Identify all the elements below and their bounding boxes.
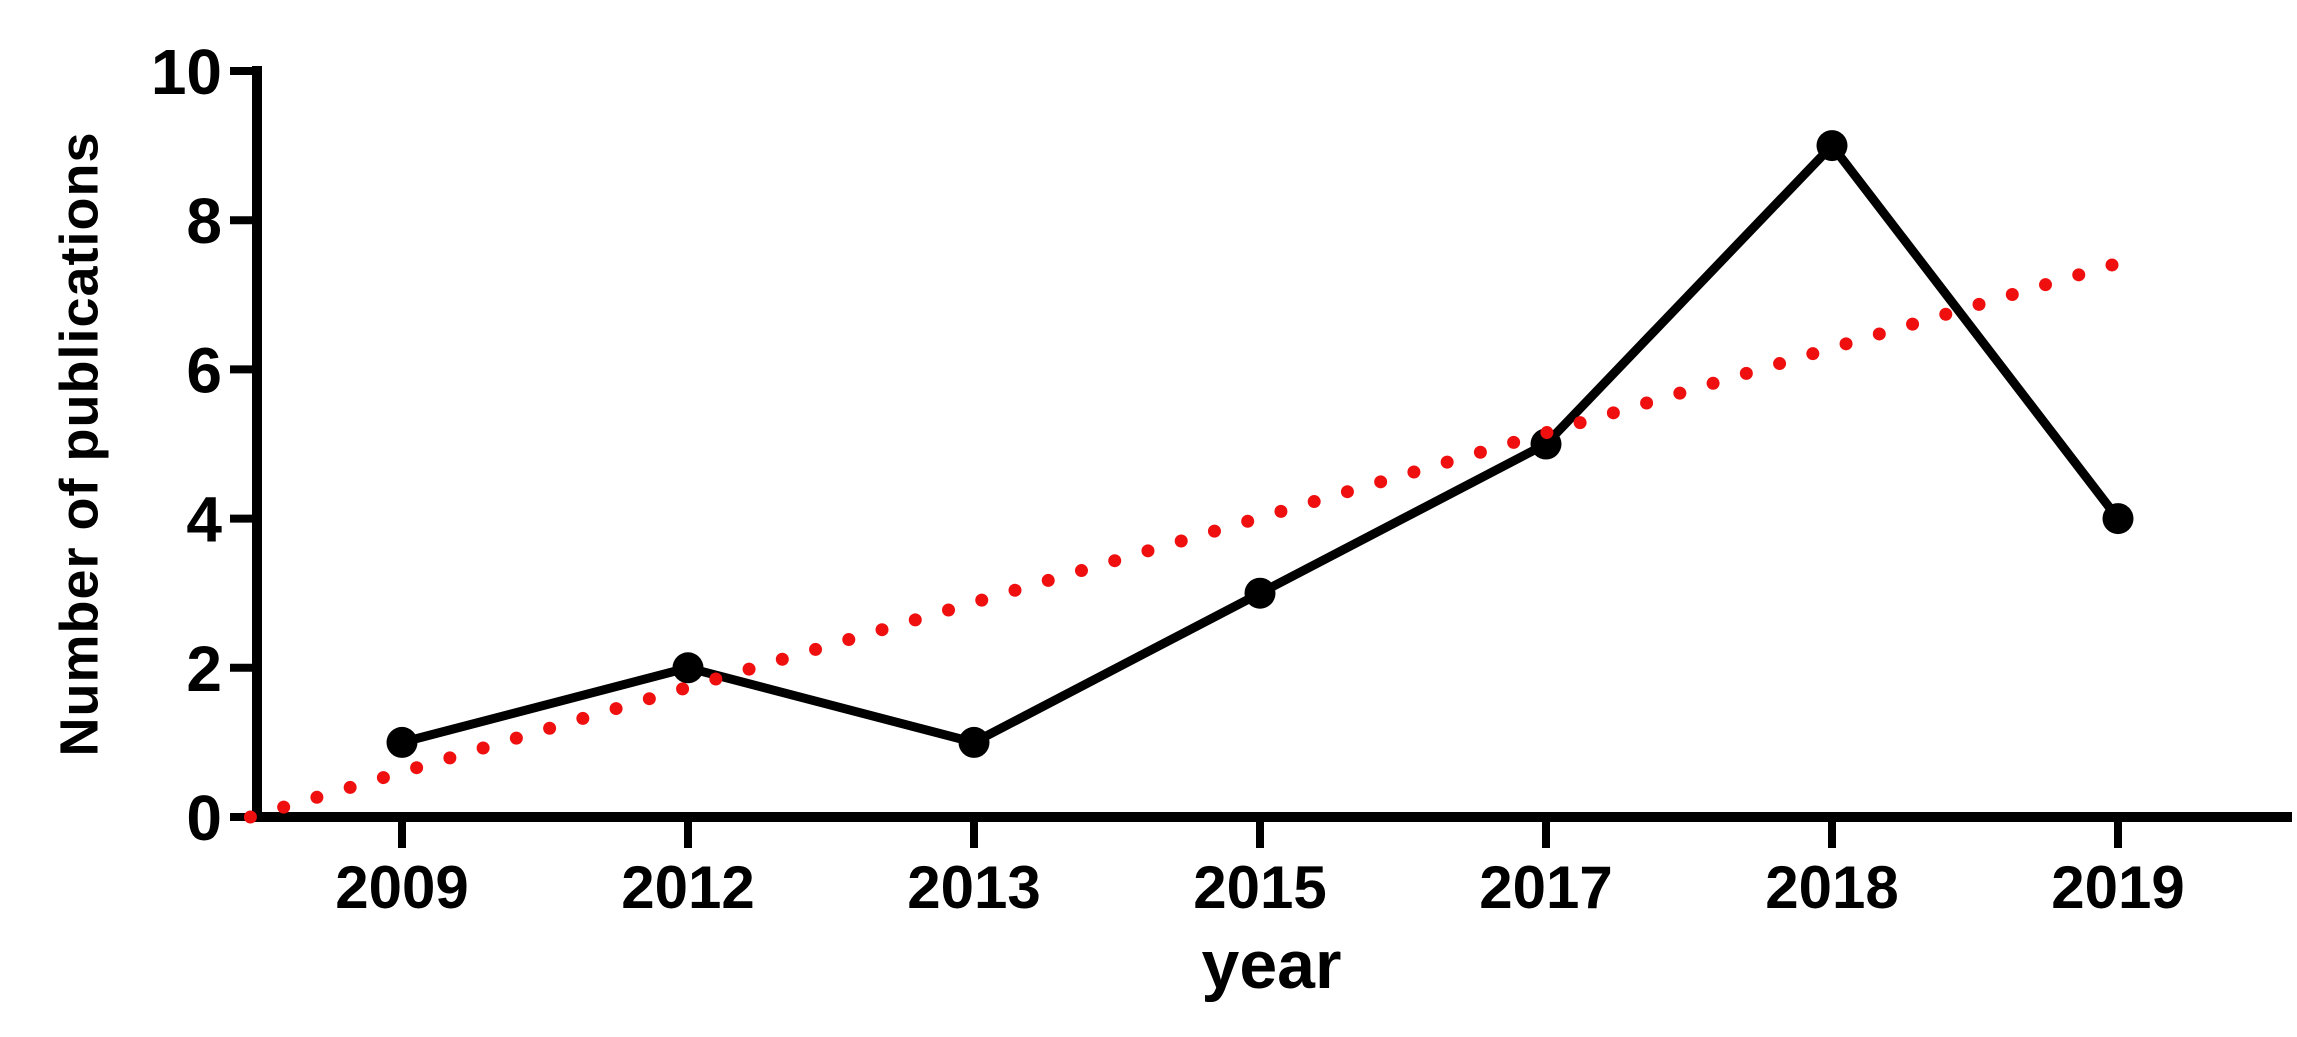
trend-dot xyxy=(842,633,856,647)
trend-dot xyxy=(277,800,291,814)
trend-dot xyxy=(1906,317,1920,331)
trend-dot xyxy=(2039,278,2053,292)
trend-dot xyxy=(1074,564,1088,578)
x-tick-label: 2013 xyxy=(907,854,1040,921)
trend-dot xyxy=(809,642,823,656)
trend-dot xyxy=(343,780,357,794)
trend-dot xyxy=(1540,426,1554,440)
trend-dot xyxy=(609,702,623,716)
trend-dot xyxy=(1041,573,1055,587)
trend-dot xyxy=(742,662,756,676)
trend-dot xyxy=(1939,307,1953,321)
y-tick-label: 6 xyxy=(186,334,222,406)
trend-dot xyxy=(543,721,557,735)
trend-dot xyxy=(1872,327,1886,341)
trend-dot xyxy=(1241,514,1255,528)
x-axis-title: year xyxy=(1202,927,1342,1003)
data-point-marker xyxy=(1244,577,1276,609)
trend-dot xyxy=(1473,445,1487,459)
trend-dot xyxy=(576,711,590,725)
x-tick-label: 2019 xyxy=(2051,854,2184,921)
trend-dot xyxy=(1407,465,1421,479)
trend-dot xyxy=(709,672,723,686)
data-point-marker xyxy=(386,726,418,758)
data-series-line xyxy=(397,141,2123,747)
trend-dot xyxy=(1374,475,1388,489)
y-tick-label: 2 xyxy=(186,633,222,705)
data-point-marker xyxy=(672,652,704,684)
trend-dot xyxy=(676,682,690,696)
trend-line xyxy=(243,258,2119,824)
trend-dot xyxy=(975,593,989,607)
data-point-marker xyxy=(1530,428,1562,460)
y-tick-label: 10 xyxy=(151,36,222,108)
trend-dot xyxy=(310,790,324,804)
trend-dot xyxy=(1108,554,1122,568)
trend-dot xyxy=(2005,288,2019,302)
trend-dot xyxy=(1174,534,1188,548)
trend-dot xyxy=(642,692,656,706)
data-point-marker xyxy=(2102,503,2134,535)
trend-dot xyxy=(1573,416,1587,430)
trend-dot xyxy=(1706,376,1720,390)
trend-dot xyxy=(1340,485,1354,499)
x-tick-label: 2012 xyxy=(621,854,754,921)
data-point-marker xyxy=(1816,130,1848,162)
trend-dot xyxy=(1640,396,1654,410)
trend-dot xyxy=(410,761,424,775)
trend-dot xyxy=(376,771,390,785)
trend-dot xyxy=(476,741,490,755)
trend-dot xyxy=(1207,524,1221,538)
y-tick-label: 4 xyxy=(186,484,222,556)
x-tick-label: 2009 xyxy=(335,854,468,921)
trend-dot xyxy=(1507,435,1521,449)
y-tick-label: 8 xyxy=(186,185,222,257)
trend-dot xyxy=(1839,337,1853,351)
x-tick-label: 2017 xyxy=(1479,854,1612,921)
y-tick-label: 0 xyxy=(186,782,222,854)
trend-dot xyxy=(1440,455,1454,469)
trend-dot xyxy=(1806,347,1820,361)
y-axis-title: Number of publications xyxy=(49,131,109,756)
trend-dot xyxy=(1141,544,1155,558)
trend-dot xyxy=(1606,406,1620,420)
trend-dot xyxy=(908,613,922,627)
trend-dot xyxy=(775,652,789,666)
x-tick-label: 2015 xyxy=(1193,854,1326,921)
trend-dot xyxy=(1739,366,1753,380)
trend-dot xyxy=(2105,258,2119,272)
trend-dot xyxy=(509,731,523,745)
trend-dot xyxy=(243,810,257,824)
trend-dot xyxy=(1274,504,1288,518)
data-point-marker xyxy=(958,726,990,758)
trend-dot xyxy=(1972,297,1986,311)
trend-dot xyxy=(942,603,956,617)
trend-dot xyxy=(1307,495,1321,509)
trend-dot xyxy=(1008,583,1022,597)
trend-dot xyxy=(1673,386,1687,400)
trend-dot xyxy=(1773,357,1787,371)
x-tick-label: 2018 xyxy=(1765,854,1898,921)
trend-dot xyxy=(2072,268,2086,282)
trend-dot xyxy=(875,623,889,637)
trend-dot xyxy=(443,751,457,765)
